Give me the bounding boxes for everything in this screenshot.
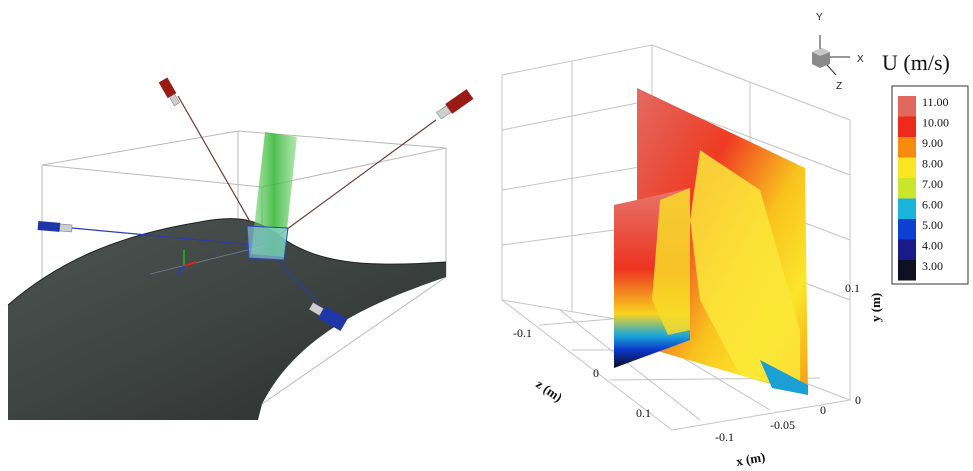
colorbar-swatch (898, 260, 916, 281)
colorbar-tick-label: 3.00 (922, 259, 943, 273)
z-axis-label: z (m) (533, 376, 565, 405)
velocity-core-front (652, 188, 690, 335)
colorbar-tick-label: 7.00 (922, 177, 943, 191)
colorbar-tick-label: 6.00 (922, 198, 943, 212)
x-tick: -0.1 (715, 430, 734, 444)
colorbar-swatch (898, 137, 916, 158)
orientation-icon: Y X Z (812, 12, 864, 92)
y-axis: 0 0.1 y (m) (845, 281, 883, 407)
colorbar: U (m/s) 11.00 10.00 9.00 8.00 7.00 6.00 5.00 4.… (882, 50, 969, 285)
velocity-core (690, 150, 800, 390)
z-tick: 0 (593, 366, 599, 380)
measurement-volume (246, 225, 289, 261)
right-panel-velocity-plot: -0.1 0 0.1 z (m) -0.1 -0.05 0 x (m) 0 0.… (501, 12, 969, 469)
axis-triad-icon (177, 250, 197, 275)
z-tick: 0.1 (636, 406, 651, 420)
colorbar-tick-label: 10.00 (922, 116, 949, 130)
y-axis-label: y (m) (868, 293, 883, 322)
orientation-y: Y (816, 12, 823, 23)
colorbar-swatch (898, 239, 916, 260)
x-axis-label: x (m) (735, 449, 766, 469)
colorbar-swatch (898, 198, 916, 219)
colorbar-tick-label: 9.00 (922, 136, 943, 150)
z-tick: -0.1 (513, 326, 532, 340)
camera-icon (37, 221, 73, 233)
colorbar-swatch (898, 219, 916, 240)
x-axis: -0.1 -0.05 0 x (m) (715, 403, 826, 469)
x-tick: 0 (820, 403, 826, 417)
left-panel-3d-setup (7, 77, 474, 420)
camera-icon (158, 77, 180, 107)
colorbar-title: U (m/s) (882, 50, 950, 75)
optical-paths (71, 95, 437, 306)
colorbar-swatch (898, 116, 916, 137)
orientation-x: X (857, 54, 864, 65)
x-tick: -0.05 (770, 418, 795, 432)
colorbar-tick-label: 5.00 (922, 218, 943, 232)
colorbar-swatch (898, 178, 916, 199)
colorbar-swatch (898, 157, 916, 178)
colorbar-swatches (898, 96, 916, 281)
colorbar-swatch (898, 96, 916, 117)
colorbar-tick-label: 4.00 (922, 239, 943, 253)
hill-surface (8, 218, 446, 420)
camera-icon (308, 302, 348, 332)
laser-sheet (251, 132, 297, 257)
colorbar-tick-label: 8.00 (922, 157, 943, 171)
camera-icon (436, 89, 474, 120)
colorbar-tick-label: 11.00 (922, 95, 949, 109)
velocity-low-region (760, 360, 808, 395)
y-tick: 0 (855, 393, 861, 407)
y-tick: 0.1 (845, 281, 860, 295)
hill-ridge (7, 218, 447, 306)
colorbar-labels: 11.00 10.00 9.00 8.00 7.00 6.00 5.00 4.00 3.00 (922, 95, 949, 273)
orientation-z: Z (836, 81, 842, 92)
